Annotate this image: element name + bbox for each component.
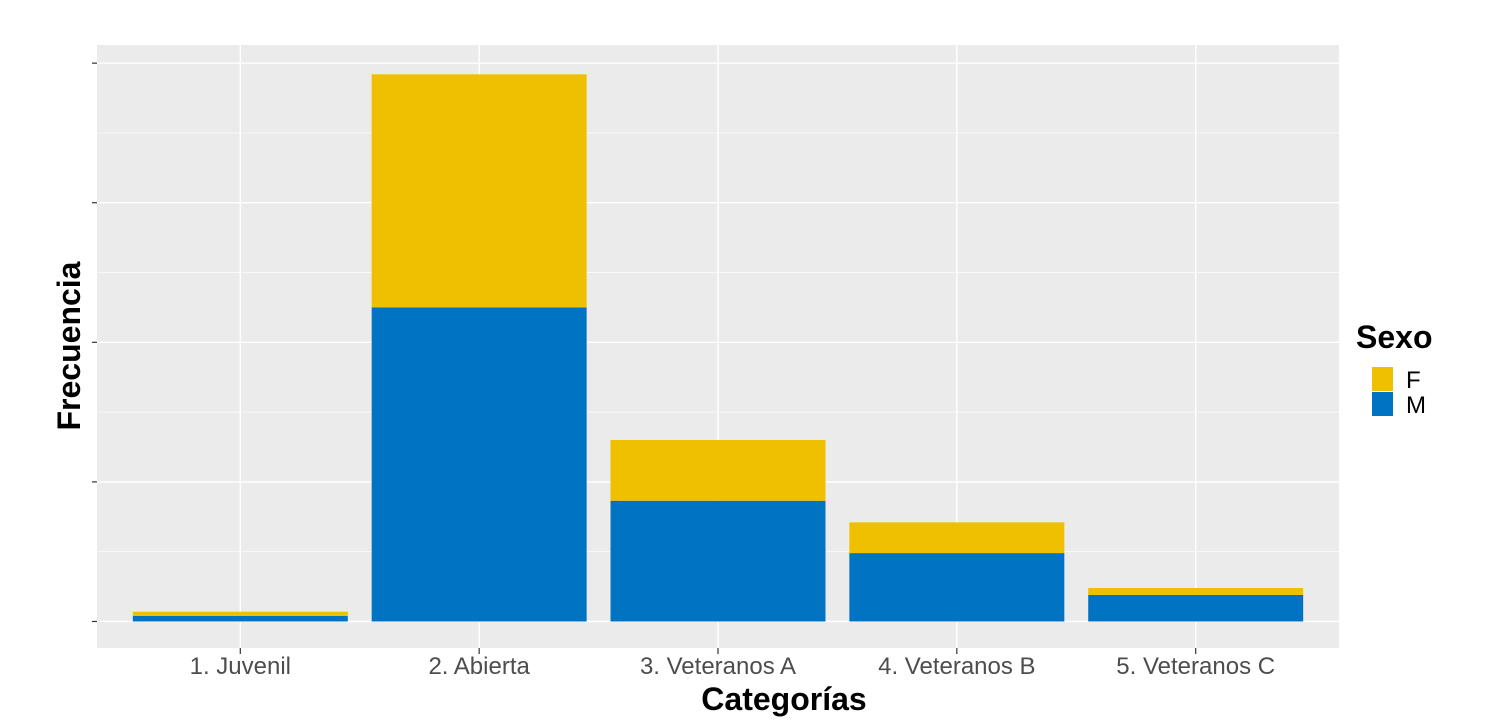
bar-m-4 [849, 553, 1065, 622]
bar-f-1 [132, 611, 348, 616]
bar-f-5 [1088, 587, 1304, 595]
x-tick-label: 3. Veteranos A [640, 653, 796, 680]
legend-title: Sexo [1356, 319, 1432, 355]
x-tick-label: 2. Abierta [428, 653, 530, 680]
bars [132, 74, 1304, 622]
legend-swatch-f [1372, 367, 1393, 391]
bar-f-2 [371, 74, 587, 308]
x-tick-label: 4. Veteranos B [878, 653, 1035, 680]
x-tick-label: 1. Juvenil [190, 653, 291, 680]
bar-m-3 [610, 500, 826, 622]
bar-f-3 [610, 440, 826, 501]
bar-m-2 [371, 307, 587, 622]
legend-swatch-m [1372, 392, 1393, 416]
x-tick-label: 5. Veteranos C [1116, 653, 1275, 680]
x-axis-title: Categorías [701, 681, 866, 717]
bar-m-1 [132, 615, 348, 622]
bar-m-5 [1088, 594, 1304, 622]
legend-items: FM [1372, 367, 1426, 419]
legend: Sexo FM [1356, 319, 1432, 419]
legend-label-f: F [1406, 367, 1421, 394]
y-axis-title: Frecuencia [51, 261, 87, 430]
x-axis-ticks [239, 648, 1197, 654]
x-axis-tick-labels: 1. Juvenil 2. Abierta 3. Veteranos A 4. Vet… [190, 653, 1275, 680]
bar-f-4 [849, 522, 1065, 554]
legend-label-m: M [1406, 392, 1426, 419]
y-axis-ticks [92, 62, 97, 623]
